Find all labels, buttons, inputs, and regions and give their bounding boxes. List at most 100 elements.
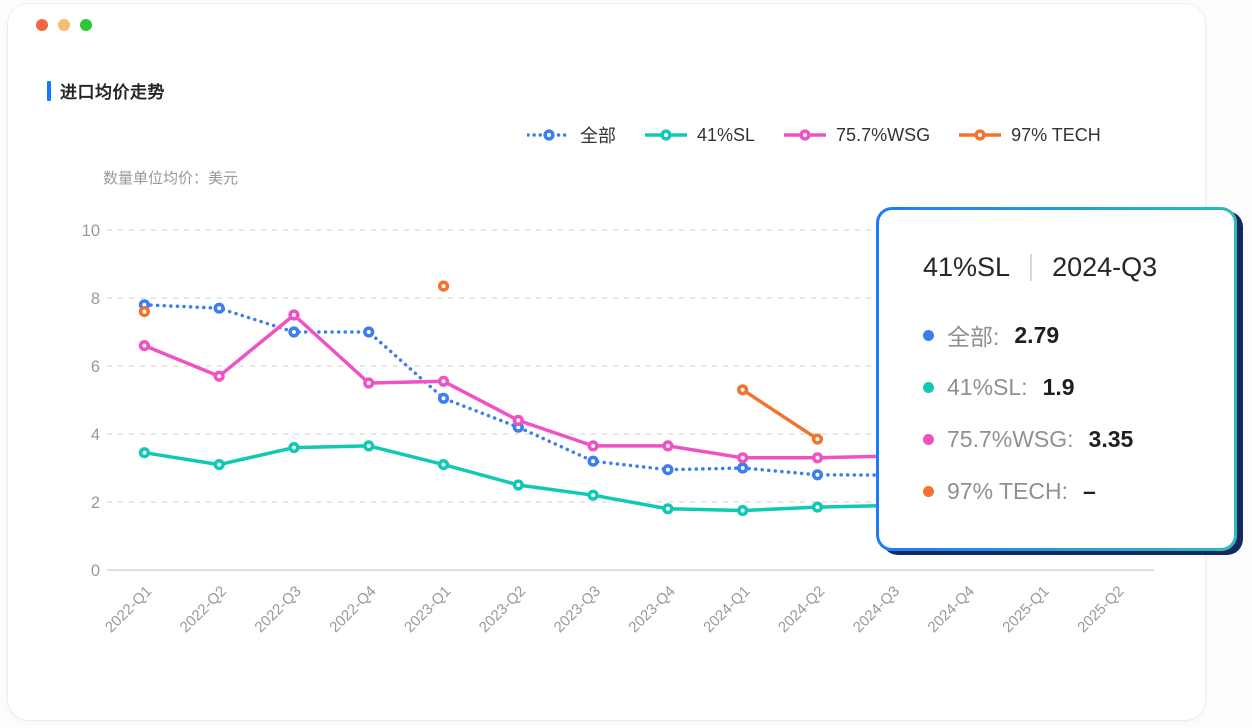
tooltip-row-label: 全部: (947, 324, 1000, 350)
data-point-marker-center (217, 374, 222, 379)
x-axis-tick-label: 2025-Q1 (999, 583, 1052, 636)
window-dot-green[interactable] (80, 19, 92, 31)
x-axis-tick-label: 2024-Q4 (925, 583, 978, 636)
data-point-marker-center (291, 330, 296, 334)
data-point-marker-center (516, 483, 521, 487)
data-point-marker-center (441, 284, 446, 289)
title-accent-bar (47, 80, 51, 101)
series-dot-icon (923, 485, 934, 497)
data-point-marker-center (366, 443, 371, 448)
y-axis-tick-label: 10 (82, 222, 100, 240)
x-axis-tick-label: 2024-Q3 (850, 583, 903, 636)
data-point-marker-center (142, 450, 147, 455)
y-axis-tick-label: 2 (91, 494, 100, 512)
y-axis-tick-label: 6 (91, 358, 100, 376)
legend-item-3[interactable]: 97% TECH (958, 125, 1101, 146)
legend-label: 97% TECH (1011, 124, 1101, 145)
data-point-marker-center (366, 381, 371, 385)
data-point-marker-center (441, 396, 446, 401)
data-point-marker-center (217, 462, 222, 467)
tooltip-rows: 全部: 2.79 41%SL: 1.9 75.7%WSG: 3.35 97% TECH: – (923, 309, 1190, 517)
data-point-marker-center (665, 467, 670, 472)
data-point-marker-center (591, 443, 596, 448)
legend-label: 75.7%WSG (836, 124, 931, 145)
x-axis-tick-label: 2024-Q1 (700, 583, 753, 636)
y-axis-tick-label: 0 (91, 562, 100, 580)
data-point-marker-center (142, 343, 147, 348)
x-axis-tick-label: 2023-Q1 (401, 583, 454, 636)
tooltip-row-value: 1.9 (1042, 373, 1075, 400)
x-axis-tick-label: 2022-Q4 (326, 583, 379, 636)
data-point-marker-center (740, 455, 745, 460)
y-axis-tick-label: 4 (91, 426, 100, 444)
data-point-marker-center (740, 466, 745, 470)
window-dot-red[interactable] (36, 19, 48, 31)
tooltip-series-name: 41%SL (923, 252, 1011, 282)
tooltip-row-value: – (1083, 477, 1096, 504)
data-point-marker-center (366, 330, 371, 334)
tooltip-row-value: 3.35 (1088, 425, 1134, 452)
data-point-marker-center (291, 445, 296, 450)
chart-card: 进口均价走势 全部 41%SL 75.7%WSG 97% TECH 数量单位均价：美元… (8, 4, 1237, 720)
data-point-marker-center (142, 309, 147, 314)
tooltip-row: 全部: 2.79 (923, 309, 1190, 361)
data-point-marker-center (217, 306, 222, 311)
window-dot-orange[interactable] (58, 19, 70, 31)
series-line (142, 303, 894, 477)
legend-item-1[interactable]: 41%SL (644, 125, 755, 146)
window-controls (36, 19, 92, 31)
x-axis-tick-label: 2022-Q2 (177, 583, 230, 636)
tooltip-row-label: 41%SL: (947, 373, 1028, 400)
data-point-marker-center (516, 418, 521, 423)
tooltip-row-label: 97% TECH: (947, 477, 1069, 504)
legend-item-0[interactable]: 全部 (527, 122, 616, 148)
y-axis-tick-label: 8 (91, 290, 100, 308)
legend-item-2[interactable]: 75.7%WSG (783, 125, 930, 146)
y-axis-unit-label: 数量单位均价：美元 (103, 170, 239, 187)
legend-marker-icon (645, 129, 687, 141)
series-line (143, 313, 893, 460)
legend-marker-icon (784, 129, 827, 141)
tooltip-row-value: 2.79 (1014, 321, 1060, 348)
legend-label: 全部 (580, 126, 616, 146)
data-point-marker-center (591, 493, 596, 498)
tooltip-row: 41%SL: 1.9 (923, 361, 1190, 413)
legend-marker-icon (959, 129, 1002, 141)
x-axis-tick-label: 2024-Q2 (775, 583, 828, 636)
data-point-marker-center (591, 459, 596, 464)
data-point-marker-center (665, 443, 670, 448)
data-point-marker-center (441, 462, 446, 467)
series-line (741, 388, 819, 441)
data-point-marker-center (665, 506, 670, 511)
x-axis-tick-label: 2025-Q2 (1074, 583, 1127, 636)
data-point-marker-center (142, 302, 147, 307)
tooltip-row: 75.7%WSG: 3.35 (923, 413, 1190, 465)
data-point-marker-center (441, 379, 446, 384)
chart-tooltip: 41%SL 2024-Q3 全部: 2.79 41%SL: 1.9 75.7%WSG: 3… (876, 207, 1237, 551)
legend-marker-icon (527, 129, 571, 141)
series-dot-icon (923, 329, 934, 341)
x-axis-tick-label: 2023-Q3 (551, 583, 604, 636)
chart-tooltip-body: 41%SL 2024-Q3 全部: 2.79 41%SL: 1.9 75.7%WSG: 3… (879, 210, 1234, 548)
legend-label: 41%SL (697, 124, 756, 145)
tooltip-period: 2024-Q3 (1052, 252, 1158, 282)
x-axis-tick-label: 2022-Q3 (251, 583, 304, 636)
data-point-marker-center (815, 472, 820, 477)
data-point-marker-center (291, 313, 296, 317)
tooltip-separator (1030, 254, 1033, 281)
data-point-marker-center (815, 437, 820, 442)
x-axis-tick-label: 2023-Q4 (625, 583, 678, 636)
data-point-marker-center (815, 455, 820, 460)
section-title: 进口均价走势 (47, 78, 165, 103)
tooltip-header: 41%SL 2024-Q3 (923, 252, 1190, 283)
series-dot-icon (923, 381, 934, 393)
price-trend-chart[interactable]: 0 2 4 6 8 10 2022-Q1 2022-Q2 2022-Q3 2022-Q4 2023-… (8, 4, 1205, 720)
data-point-marker-center (740, 508, 745, 513)
data-point-marker-center (815, 505, 820, 510)
series-line (144, 444, 893, 513)
data-point-marker-center (740, 387, 745, 392)
x-axis-tick-label: 2022-Q1 (102, 583, 155, 636)
chart-legend: 全部 41%SL 75.7%WSG 97% TECH (527, 122, 1101, 148)
tooltip-row: 97% TECH: – (923, 465, 1190, 517)
